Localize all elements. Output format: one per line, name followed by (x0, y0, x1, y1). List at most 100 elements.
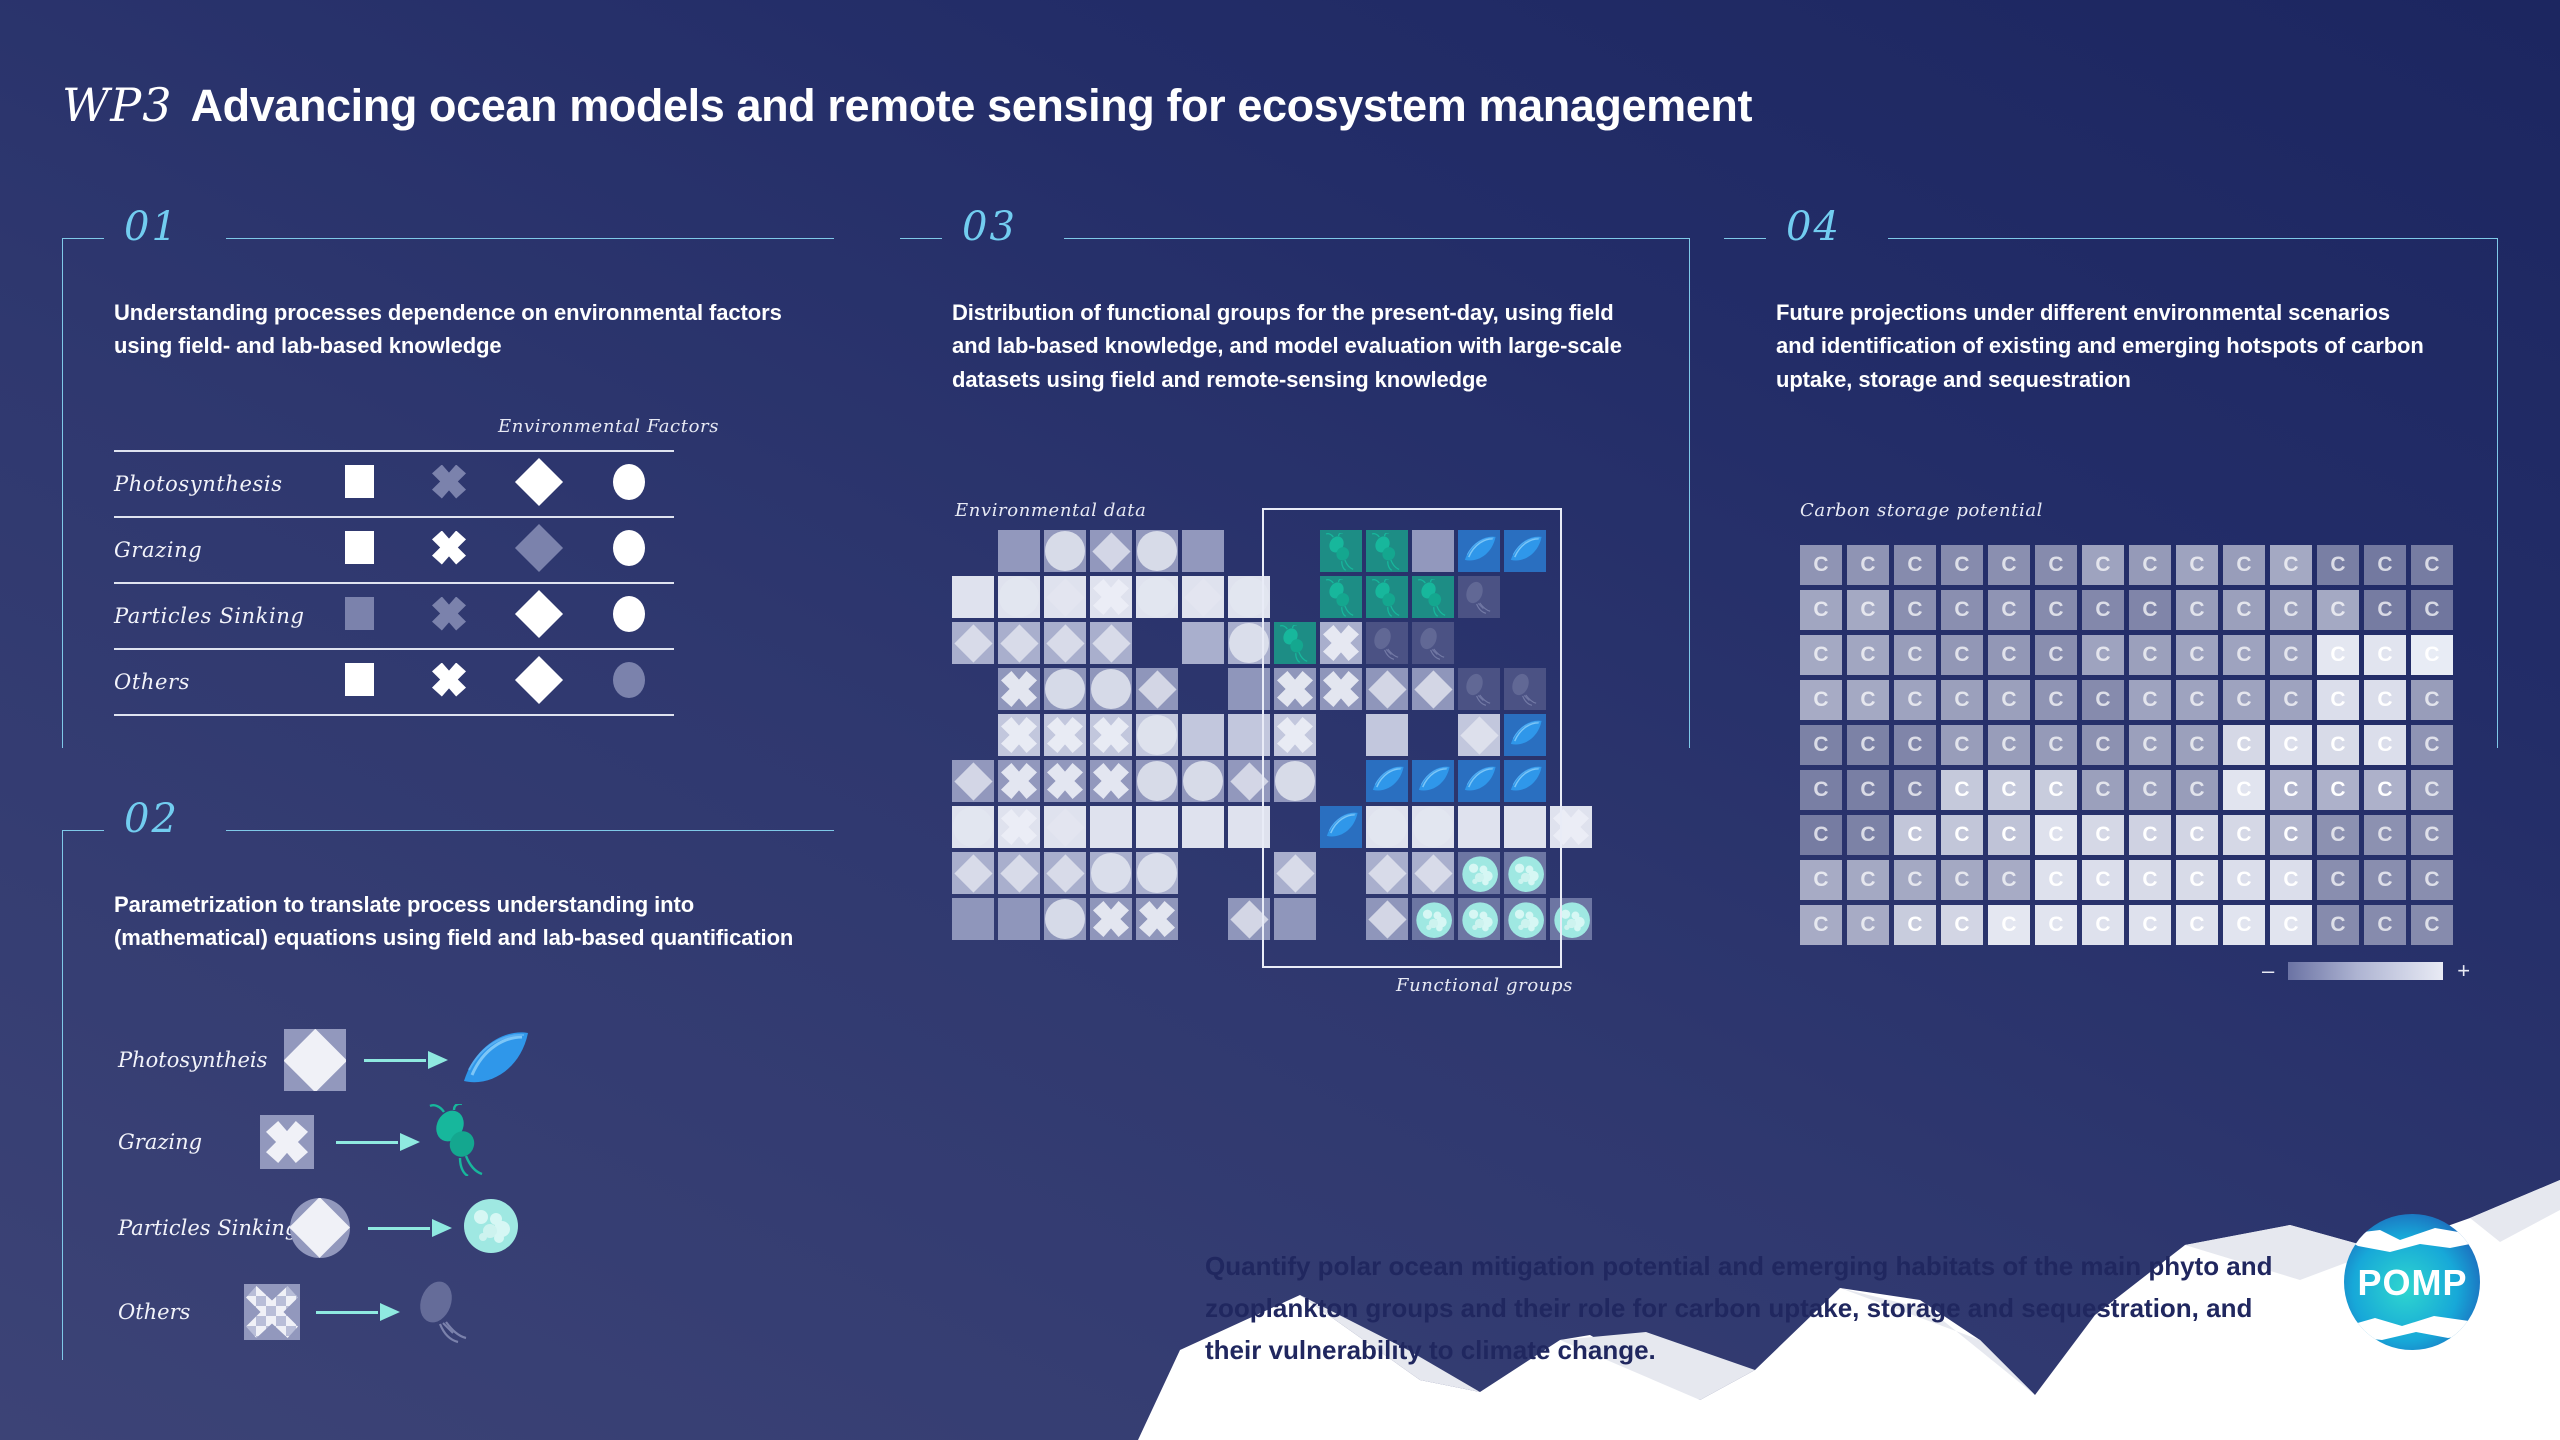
organism-flagellate-icon (424, 1102, 490, 1181)
carbon-cell: C (1800, 590, 1842, 630)
matrix-diamond-icon (952, 760, 994, 802)
square-icon (344, 465, 374, 498)
carbon-cell: C (2129, 725, 2171, 765)
factor-cell-square (314, 451, 404, 517)
diamond-icon (514, 655, 564, 704)
matrix-circle-icon (1090, 852, 1132, 894)
carbon-cell: C (2411, 725, 2453, 765)
matrix-diamond-icon (1044, 576, 1086, 618)
carbon-cell: C (2035, 860, 2077, 900)
matrix-zooplankton-cell (1366, 622, 1408, 664)
carbon-cell: C (2082, 815, 2124, 855)
process-label: Photosyntheis (118, 1048, 268, 1072)
panel-01-number: 01 (124, 204, 179, 250)
carbon-cell: C (2129, 680, 2171, 720)
carbon-cell: C (1941, 545, 1983, 585)
matrix-diatom-cell (1458, 760, 1500, 802)
page-header: WP3 Advancing ocean models and remote se… (62, 78, 1752, 132)
arrow-icon (364, 1050, 448, 1070)
factor-cell-cross (404, 649, 494, 715)
matrix-circle-icon (1182, 760, 1224, 802)
factor-cell-cross (404, 517, 494, 583)
environmental-factors-table: Photosynthesis Grazing Particles Sinking Ot… (114, 450, 674, 716)
matrix-circle-icon (1412, 806, 1454, 848)
matrix-diamond-icon (1366, 898, 1408, 940)
matrix-diamond-icon (998, 622, 1040, 664)
matrix-square-icon (998, 530, 1040, 572)
carbon-cell: C (2317, 635, 2359, 675)
footer-statement: Quantify polar ocean mitigation potentia… (1205, 1251, 2273, 1366)
matrix-circle-icon (1044, 668, 1086, 710)
matrix-zooplankton-cell (1412, 622, 1454, 664)
process-label: Others (118, 1300, 191, 1324)
circle-icon (613, 595, 645, 632)
matrix-aggregate-cell (1504, 898, 1546, 940)
carbon-cell: C (2270, 590, 2312, 630)
carbon-cell: C (2317, 770, 2359, 810)
factor-cell-square (314, 583, 404, 649)
carbon-cell: C (1988, 590, 2030, 630)
arrow-icon (316, 1302, 400, 1322)
functional-groups-highlight-box (1262, 508, 1562, 968)
carbon-cell: C (2270, 725, 2312, 765)
carbon-cell: C (2223, 680, 2265, 720)
square-icon (344, 531, 374, 564)
carbon-cell: C (2176, 905, 2218, 945)
carbon-cell: C (2411, 860, 2453, 900)
carbon-cell: C (1941, 815, 1983, 855)
matrix-zooplankton-cell (1504, 668, 1546, 710)
circle-icon (613, 529, 645, 566)
carbon-cell: C (1894, 635, 1936, 675)
carbon-cell: C (2035, 545, 2077, 585)
carbon-cell: C (2129, 545, 2171, 585)
matrix-diamond-icon (1274, 852, 1316, 894)
matrix-diatom-cell (1504, 760, 1546, 802)
matrix-circle-icon (1044, 898, 1086, 940)
carbon-cell: C (2411, 545, 2453, 585)
carbon-cell: C (2176, 590, 2218, 630)
colorbar-max-label: + (2457, 958, 2471, 983)
carbon-cell: C (1988, 680, 2030, 720)
carbon-cell: C (2411, 590, 2453, 630)
carbon-cell: C (2317, 545, 2359, 585)
matrix-circle-icon (1044, 530, 1086, 572)
carbon-cell: C (2223, 770, 2265, 810)
carbon-cell: C (2364, 680, 2406, 720)
carbon-cell: C (2317, 725, 2359, 765)
tile-square-diamond (284, 1029, 346, 1091)
carbon-cell: C (2035, 815, 2077, 855)
carbon-cell: C (2364, 770, 2406, 810)
panel-03-number: 03 (962, 204, 1017, 250)
matrix-cross-icon (1320, 668, 1362, 710)
organism-aggregate-icon (462, 1197, 520, 1260)
carbon-cell: C (2082, 545, 2124, 585)
carbon-cell: C (2317, 680, 2359, 720)
panel-01: 01 Understanding processes dependence on… (62, 204, 834, 748)
factor-cell-cross (404, 583, 494, 649)
matrix-flagellate-cell (1320, 530, 1362, 572)
matrix-cross-icon (1274, 714, 1316, 756)
carbon-cell: C (2082, 725, 2124, 765)
carbon-cell: C (2317, 905, 2359, 945)
table-row: Particles Sinking (114, 583, 674, 649)
carbon-cell: C (2082, 590, 2124, 630)
colorbar-min-label: – (2262, 958, 2275, 983)
carbon-cell: C (2364, 590, 2406, 630)
carbon-cell: C (2176, 860, 2218, 900)
carbon-cell: C (1800, 860, 1842, 900)
carbon-cell: C (2082, 860, 2124, 900)
carbon-cell: C (1988, 815, 2030, 855)
carbon-cell: C (2129, 590, 2171, 630)
cross-icon (432, 662, 466, 697)
carbon-cell: C (2364, 635, 2406, 675)
carbon-cell: C (2317, 815, 2359, 855)
carbon-cell: C (1800, 725, 1842, 765)
parametrization-flow: Photosyntheis Grazing Particles Sinking Oth… (118, 1020, 598, 1343)
matrix-square-icon (952, 898, 994, 940)
carbon-cell: C (1988, 725, 2030, 765)
carbon-cell: C (2364, 905, 2406, 945)
matrix-aggregate-cell (1550, 898, 1592, 940)
matrix-square-icon (1182, 530, 1224, 572)
factor-cell-circle (584, 517, 674, 583)
